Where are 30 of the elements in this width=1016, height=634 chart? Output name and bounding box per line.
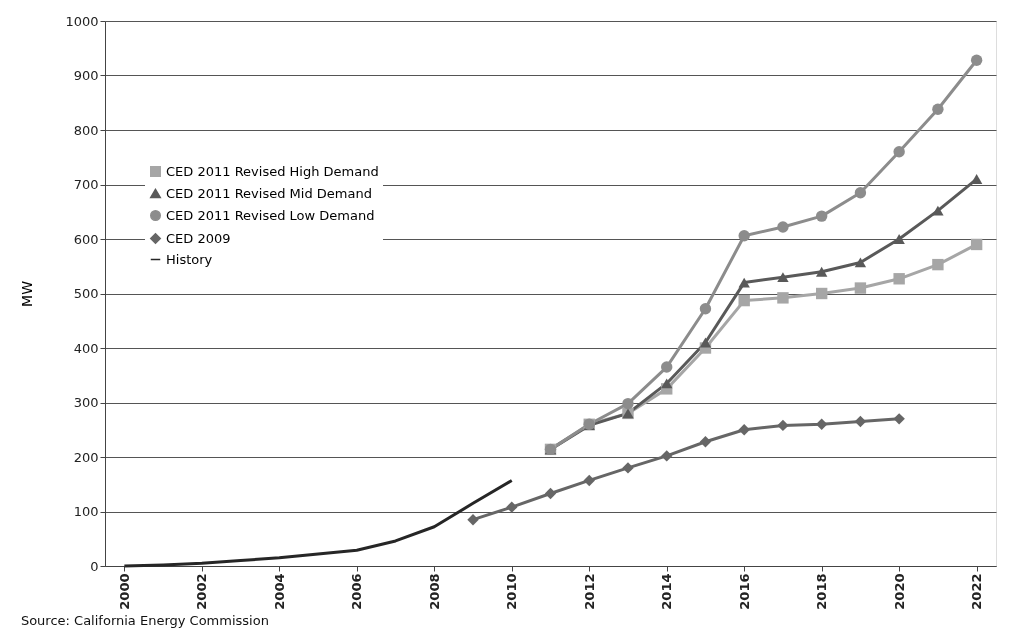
x-tick-label: 2010	[504, 573, 520, 610]
x-tick-label: 2016	[736, 573, 752, 610]
y-tick-label: 100	[73, 504, 99, 519]
x-tick-label: 2006	[349, 573, 365, 610]
x-tick-label: 2022	[969, 573, 985, 610]
x-tick-label: 2012	[581, 573, 597, 610]
y-axis-title: MW	[19, 280, 36, 307]
y-tick-label: 900	[73, 68, 99, 83]
x-tick-label: 2008	[426, 573, 442, 610]
x-tick-label: 2020	[891, 573, 907, 610]
legend-label: History	[166, 251, 213, 267]
y-tick-label: 400	[73, 340, 99, 356]
x-tick-label: 2002	[194, 573, 210, 610]
x-tick-label: 2014	[659, 573, 675, 610]
y-tick-label: 300	[73, 395, 99, 410]
y-tick-label: 700	[73, 177, 99, 192]
y-tick-label: 500	[73, 286, 99, 301]
y-tick-label: 600	[73, 231, 99, 247]
x-tick-label: 2004	[271, 573, 287, 610]
x-tick-label: 2018	[814, 573, 830, 610]
source-note: Source: California Energy Commission	[20, 613, 269, 629]
y-tick-label: 800	[73, 122, 99, 138]
legend-label: CED 2011 Revised High Demand	[166, 163, 379, 179]
y-tick-label: 1000	[65, 13, 99, 29]
y-tick-label: 0	[90, 558, 99, 574]
legend-label: CED 2009	[166, 230, 231, 246]
y-tick-label: 200	[73, 449, 99, 465]
x-tick-label: 2000	[116, 573, 132, 610]
legend-label: CED 2011 Revised Mid Demand	[166, 185, 372, 201]
legend-label: CED 2011 Revised Low Demand	[166, 207, 375, 223]
